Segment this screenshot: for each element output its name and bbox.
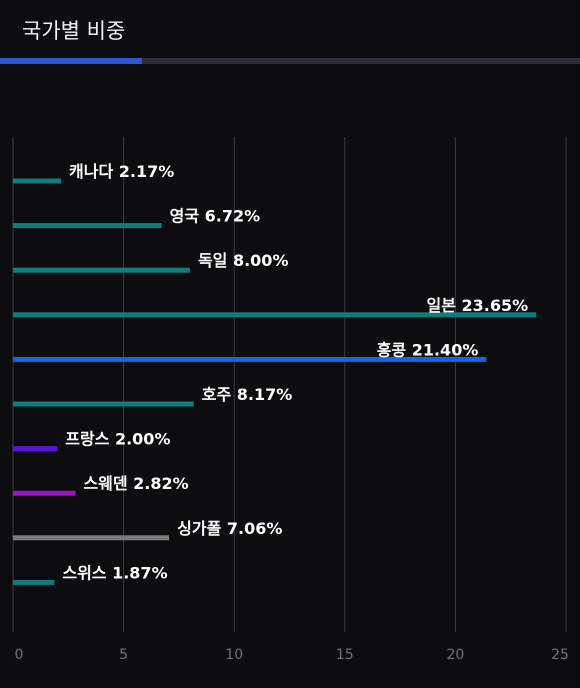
- x-tick-label: 25: [551, 647, 569, 663]
- bars: [13, 178, 537, 585]
- bar-1[interactable]: [13, 178, 62, 184]
- x-tick-label: 20: [446, 647, 464, 663]
- tab-progress-track: [0, 58, 580, 64]
- x-tick-label: 0: [15, 647, 24, 663]
- bar-label-8: 스웨덴 2.82%: [83, 474, 188, 493]
- bar-label-7: 프랑스 2.00%: [65, 430, 170, 449]
- bar-6[interactable]: [13, 401, 194, 407]
- bar-label-2: 영국 6.72%: [170, 207, 261, 226]
- bar-label-10: 스위스 1.87%: [62, 563, 167, 582]
- bar-labels: 캐나다 2.17% 영국 6.72% 독일 8.00% 일본 23.65% 홍콩 21.…: [62, 162, 528, 582]
- bar-7[interactable]: [13, 446, 58, 452]
- chart-header: 국가별 비중: [0, 0, 580, 58]
- tab-progress-indicator: [0, 58, 143, 64]
- x-axis-ticks: 0 5 10 15 20 25: [15, 647, 569, 663]
- bar-8[interactable]: [13, 490, 76, 496]
- bar-10[interactable]: [13, 579, 55, 585]
- bar-label-3: 독일 8.00%: [198, 251, 289, 270]
- bar-5[interactable]: [13, 356, 487, 362]
- x-tick-label: 10: [225, 647, 243, 663]
- x-tick-label: 5: [119, 647, 128, 663]
- bar-label-9: 싱가폴 7.06%: [177, 519, 282, 538]
- x-tick-label: 15: [336, 647, 354, 663]
- bar-label-6: 호주 8.17%: [202, 385, 293, 404]
- bar-label-4: 일본 23.65%: [426, 296, 528, 315]
- bar-label-1: 캐나다 2.17%: [69, 162, 174, 181]
- grid-lines: [12, 137, 567, 632]
- bar-4[interactable]: [13, 312, 537, 318]
- bar-2[interactable]: [13, 223, 162, 229]
- bar-9[interactable]: [13, 535, 170, 541]
- page-title: 국가별 비중: [22, 19, 126, 43]
- bar-3[interactable]: [13, 267, 190, 273]
- bar-label-5: 홍콩 21.40%: [377, 340, 479, 359]
